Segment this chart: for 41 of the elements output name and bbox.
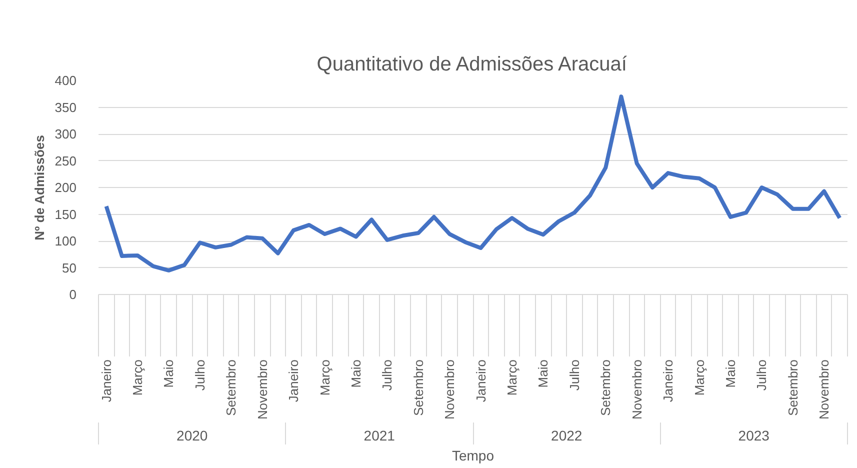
x-tick-label: Setembro <box>785 359 800 416</box>
x-tick-label: Julho <box>754 360 770 391</box>
y-tick-label: 50 <box>62 260 77 276</box>
chart-title: Quantitativo de Admissões Aracuaí <box>316 54 628 76</box>
x-tick-label: Novembro <box>816 360 832 420</box>
x-tick-label: Novembro <box>629 360 644 420</box>
x-tick-label: Julho <box>566 360 582 391</box>
x-tick-label: Março <box>692 359 707 396</box>
x-tick-label: Março <box>130 359 146 396</box>
x-tick-label: Julho <box>380 360 395 391</box>
x-axis-title: Tempo <box>452 448 494 464</box>
x-tick-label: Maio <box>348 359 364 388</box>
x-tick-label: Janeiro <box>473 359 488 402</box>
text: 2021 <box>364 428 396 444</box>
x-tick-label: Setembro <box>224 359 239 416</box>
text: 2023 <box>738 428 770 444</box>
y-tick-label: 0 <box>69 287 77 302</box>
x-tick-label: Janeiro <box>286 359 302 402</box>
x-tick-label: Setembro <box>410 359 426 416</box>
x-tick-label: Maio <box>536 359 551 388</box>
y-tick-label: 300 <box>54 126 77 142</box>
x-tick-label: Julho <box>192 360 208 391</box>
y-tick-label: 100 <box>54 234 77 248</box>
x-tick-label: Maio <box>722 359 738 388</box>
y-tick-label: 350 <box>54 100 77 115</box>
line-series <box>104 94 842 272</box>
x-tick-label: Novembro <box>442 360 458 420</box>
x-tick-label: Janeiro <box>98 359 114 402</box>
y-axis-title: Nº de Admissões <box>32 135 47 240</box>
x-tick-label: Março <box>504 359 520 396</box>
x-tick-label: Setembro <box>598 359 614 416</box>
text: 2022 <box>551 428 582 444</box>
x-tick-label: Março <box>317 359 332 396</box>
x-tick-label: Novembro <box>254 360 270 420</box>
y-tick-label: 150 <box>54 206 77 222</box>
text: 2020 <box>176 428 208 444</box>
x-tick-label: Maio <box>161 359 176 388</box>
x-tick-label: Janeiro <box>660 359 676 402</box>
y-tick-label: 400 <box>54 73 77 88</box>
y-tick-label: 200 <box>54 180 77 195</box>
y-tick-label: 250 <box>54 153 77 168</box>
